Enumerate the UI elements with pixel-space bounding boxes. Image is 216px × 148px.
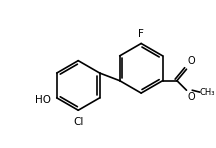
Text: HO: HO [35,95,51,105]
Text: O: O [187,92,195,102]
Text: CH₃: CH₃ [200,88,215,97]
Text: O: O [187,56,195,66]
Text: Cl: Cl [73,117,83,127]
Text: F: F [138,29,144,39]
